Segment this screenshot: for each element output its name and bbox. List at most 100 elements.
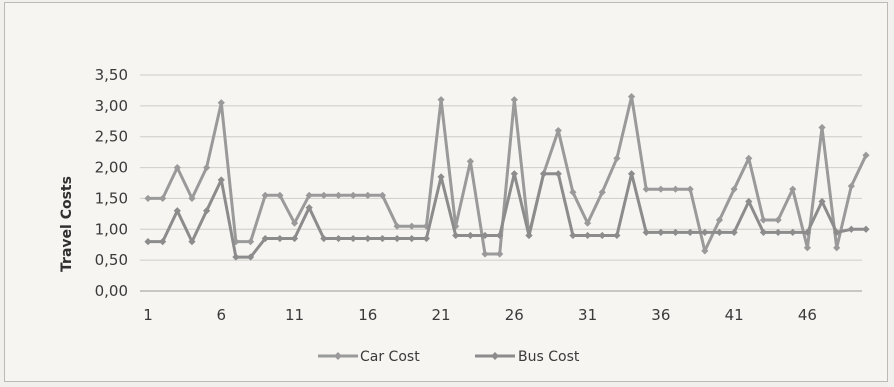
x-tick-label: 26 <box>505 306 524 324</box>
data-point <box>569 188 577 196</box>
data-point <box>554 126 562 135</box>
x-tick-label: 1 <box>143 306 153 324</box>
data-point <box>789 185 797 193</box>
data-point <box>686 185 694 193</box>
legend-car-marker <box>334 352 342 360</box>
data-point <box>173 207 181 215</box>
data-point <box>657 185 665 193</box>
data-point <box>320 191 328 199</box>
data-point <box>642 185 650 193</box>
data-point <box>261 191 269 199</box>
x-tick-label: 31 <box>578 306 597 324</box>
data-point <box>715 228 724 236</box>
data-point <box>261 234 269 243</box>
x-tick-label: 21 <box>432 306 451 324</box>
x-tick-label: 46 <box>798 306 817 324</box>
x-tick-label: 41 <box>725 306 744 324</box>
data-point <box>466 157 474 165</box>
legend-bus-label: Bus Cost <box>518 349 580 365</box>
y-tick-label: 0,50 <box>95 251 128 269</box>
data-point <box>671 185 680 193</box>
data-point <box>818 123 826 132</box>
y-axis-ticks: 0,00 0,50 1,00 1,50 2,00 2,50 3,00 3,50 <box>95 66 128 300</box>
data-point <box>862 151 870 159</box>
series-bus-cost <box>144 170 870 261</box>
data-point <box>759 228 768 236</box>
data-point <box>246 238 255 246</box>
y-tick-label: 2,50 <box>95 128 128 146</box>
data-point <box>525 231 533 240</box>
data-point <box>144 194 152 203</box>
data-point <box>701 228 709 236</box>
data-point <box>320 234 328 243</box>
data-point <box>583 231 592 240</box>
data-point <box>188 238 196 246</box>
data-point <box>774 228 782 236</box>
data-point <box>540 170 548 178</box>
legend-car-label: Car Cost <box>360 349 420 365</box>
data-point <box>378 234 387 243</box>
data-point <box>569 231 577 240</box>
x-tick-label: 6 <box>216 306 226 324</box>
y-axis-label: Travel Costs <box>59 176 75 272</box>
data-point <box>452 231 460 240</box>
data-point <box>364 234 372 243</box>
data-point <box>613 231 621 240</box>
data-point <box>583 219 592 227</box>
data-point <box>305 204 313 212</box>
data-point <box>422 234 431 243</box>
data-point <box>847 182 855 190</box>
data-point <box>627 170 636 178</box>
y-tick-label: 3,00 <box>95 97 128 115</box>
data-point <box>686 228 694 236</box>
series-line <box>148 95 868 256</box>
data-point <box>803 228 811 236</box>
data-point <box>833 244 841 252</box>
y-tick-label: 0,00 <box>95 282 128 300</box>
data-point <box>598 188 606 196</box>
data-point <box>847 225 855 233</box>
data-point <box>657 228 665 236</box>
data-point <box>818 197 826 206</box>
data-point <box>378 191 387 199</box>
data-point <box>862 225 870 233</box>
legend-bus-marker <box>491 352 499 360</box>
data-point <box>510 170 518 178</box>
data-point <box>510 96 518 104</box>
data-point <box>833 228 841 236</box>
data-point <box>173 163 181 172</box>
data-point <box>408 234 416 243</box>
data-point <box>437 96 445 104</box>
data-point <box>232 253 240 261</box>
x-axis-ticks: 1 6 11 16 21 26 31 36 41 46 <box>143 306 817 324</box>
data-point <box>437 173 445 181</box>
y-tick-label: 1,00 <box>95 220 128 238</box>
data-point <box>393 234 401 243</box>
data-point <box>159 194 167 203</box>
y-tick-label: 1,50 <box>95 189 128 207</box>
data-point <box>290 219 299 227</box>
data-point <box>671 228 680 236</box>
data-point <box>217 99 225 107</box>
data-point <box>613 154 621 162</box>
data-point <box>745 197 753 206</box>
data-point <box>349 191 357 199</box>
data-point <box>759 216 768 224</box>
data-point <box>745 154 753 162</box>
data-point <box>627 93 636 101</box>
x-tick-label: 16 <box>358 306 377 324</box>
data-point <box>774 216 782 224</box>
data-point <box>730 228 738 236</box>
data-point <box>276 191 284 199</box>
data-point <box>481 250 489 258</box>
data-point <box>217 176 225 184</box>
data-point <box>159 238 167 246</box>
data-point <box>701 247 709 255</box>
data-point <box>554 170 562 178</box>
data-point <box>408 222 416 230</box>
data-point <box>803 244 811 252</box>
data-point <box>481 231 489 240</box>
data-point <box>246 253 255 261</box>
data-point <box>203 207 211 215</box>
